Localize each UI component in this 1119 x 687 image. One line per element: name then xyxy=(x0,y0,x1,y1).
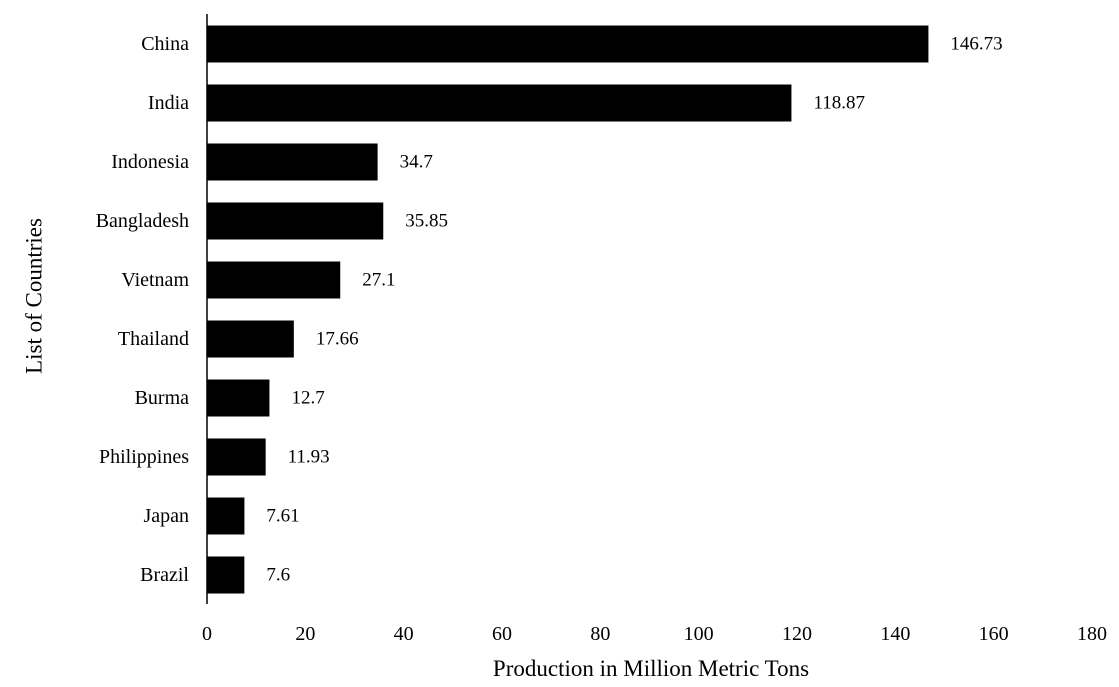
x-tick-label: 180 xyxy=(1077,623,1107,645)
category-label-indonesia: Indonesia xyxy=(111,151,189,173)
category-labels: China India Indonesia Bangladesh Vietnam Thai… xyxy=(96,33,190,586)
x-axis-tick-labels: 0 20 40 60 80 100 120 140 160 180 xyxy=(202,623,1107,645)
x-tick-label: 0 xyxy=(202,623,212,645)
bar-vietnam xyxy=(207,262,340,299)
x-tick-label: 100 xyxy=(684,623,714,645)
category-label-japan: Japan xyxy=(143,505,189,527)
category-label-vietnam: Vietnam xyxy=(121,269,189,291)
data-label-philippines: 11.93 xyxy=(288,447,330,468)
category-label-brazil: Brazil xyxy=(140,564,189,586)
category-label-china: China xyxy=(141,33,189,55)
x-tick-label: 140 xyxy=(880,623,910,645)
bar-bangladesh xyxy=(207,203,383,240)
data-label-china: 146.73 xyxy=(950,34,1002,55)
data-label-brazil: 7.6 xyxy=(266,565,290,586)
y-axis-title: List of Countries xyxy=(22,218,47,374)
data-label-burma: 12.7 xyxy=(291,388,324,409)
data-label-vietnam: 27.1 xyxy=(362,270,395,291)
category-label-india: India xyxy=(148,92,189,114)
category-label-philippines: Philippines xyxy=(99,446,189,468)
x-tick-label: 40 xyxy=(394,623,414,645)
bar-indonesia xyxy=(207,144,378,181)
bar-japan xyxy=(207,498,244,535)
bar-thailand xyxy=(207,321,294,358)
data-label-india: 118.87 xyxy=(813,93,865,114)
bar-burma xyxy=(207,380,269,417)
bar-india xyxy=(207,85,791,122)
category-label-bangladesh: Bangladesh xyxy=(96,210,189,232)
x-tick-label: 80 xyxy=(590,623,610,645)
x-tick-label: 20 xyxy=(295,623,315,645)
bar-brazil xyxy=(207,557,244,594)
data-label-indonesia: 34.7 xyxy=(400,152,433,173)
data-label-bangladesh: 35.85 xyxy=(405,211,448,232)
data-label-thailand: 17.66 xyxy=(316,329,359,350)
x-axis-title: Production in Million Metric Tons xyxy=(493,656,809,681)
x-tick-label: 60 xyxy=(492,623,512,645)
bar-china xyxy=(207,26,928,63)
category-label-burma: Burma xyxy=(135,387,190,409)
category-label-thailand: Thailand xyxy=(118,328,189,350)
bar-philippines xyxy=(207,439,266,476)
x-tick-label: 160 xyxy=(979,623,1009,645)
x-tick-label: 120 xyxy=(782,623,812,645)
data-label-japan: 7.61 xyxy=(266,506,299,527)
